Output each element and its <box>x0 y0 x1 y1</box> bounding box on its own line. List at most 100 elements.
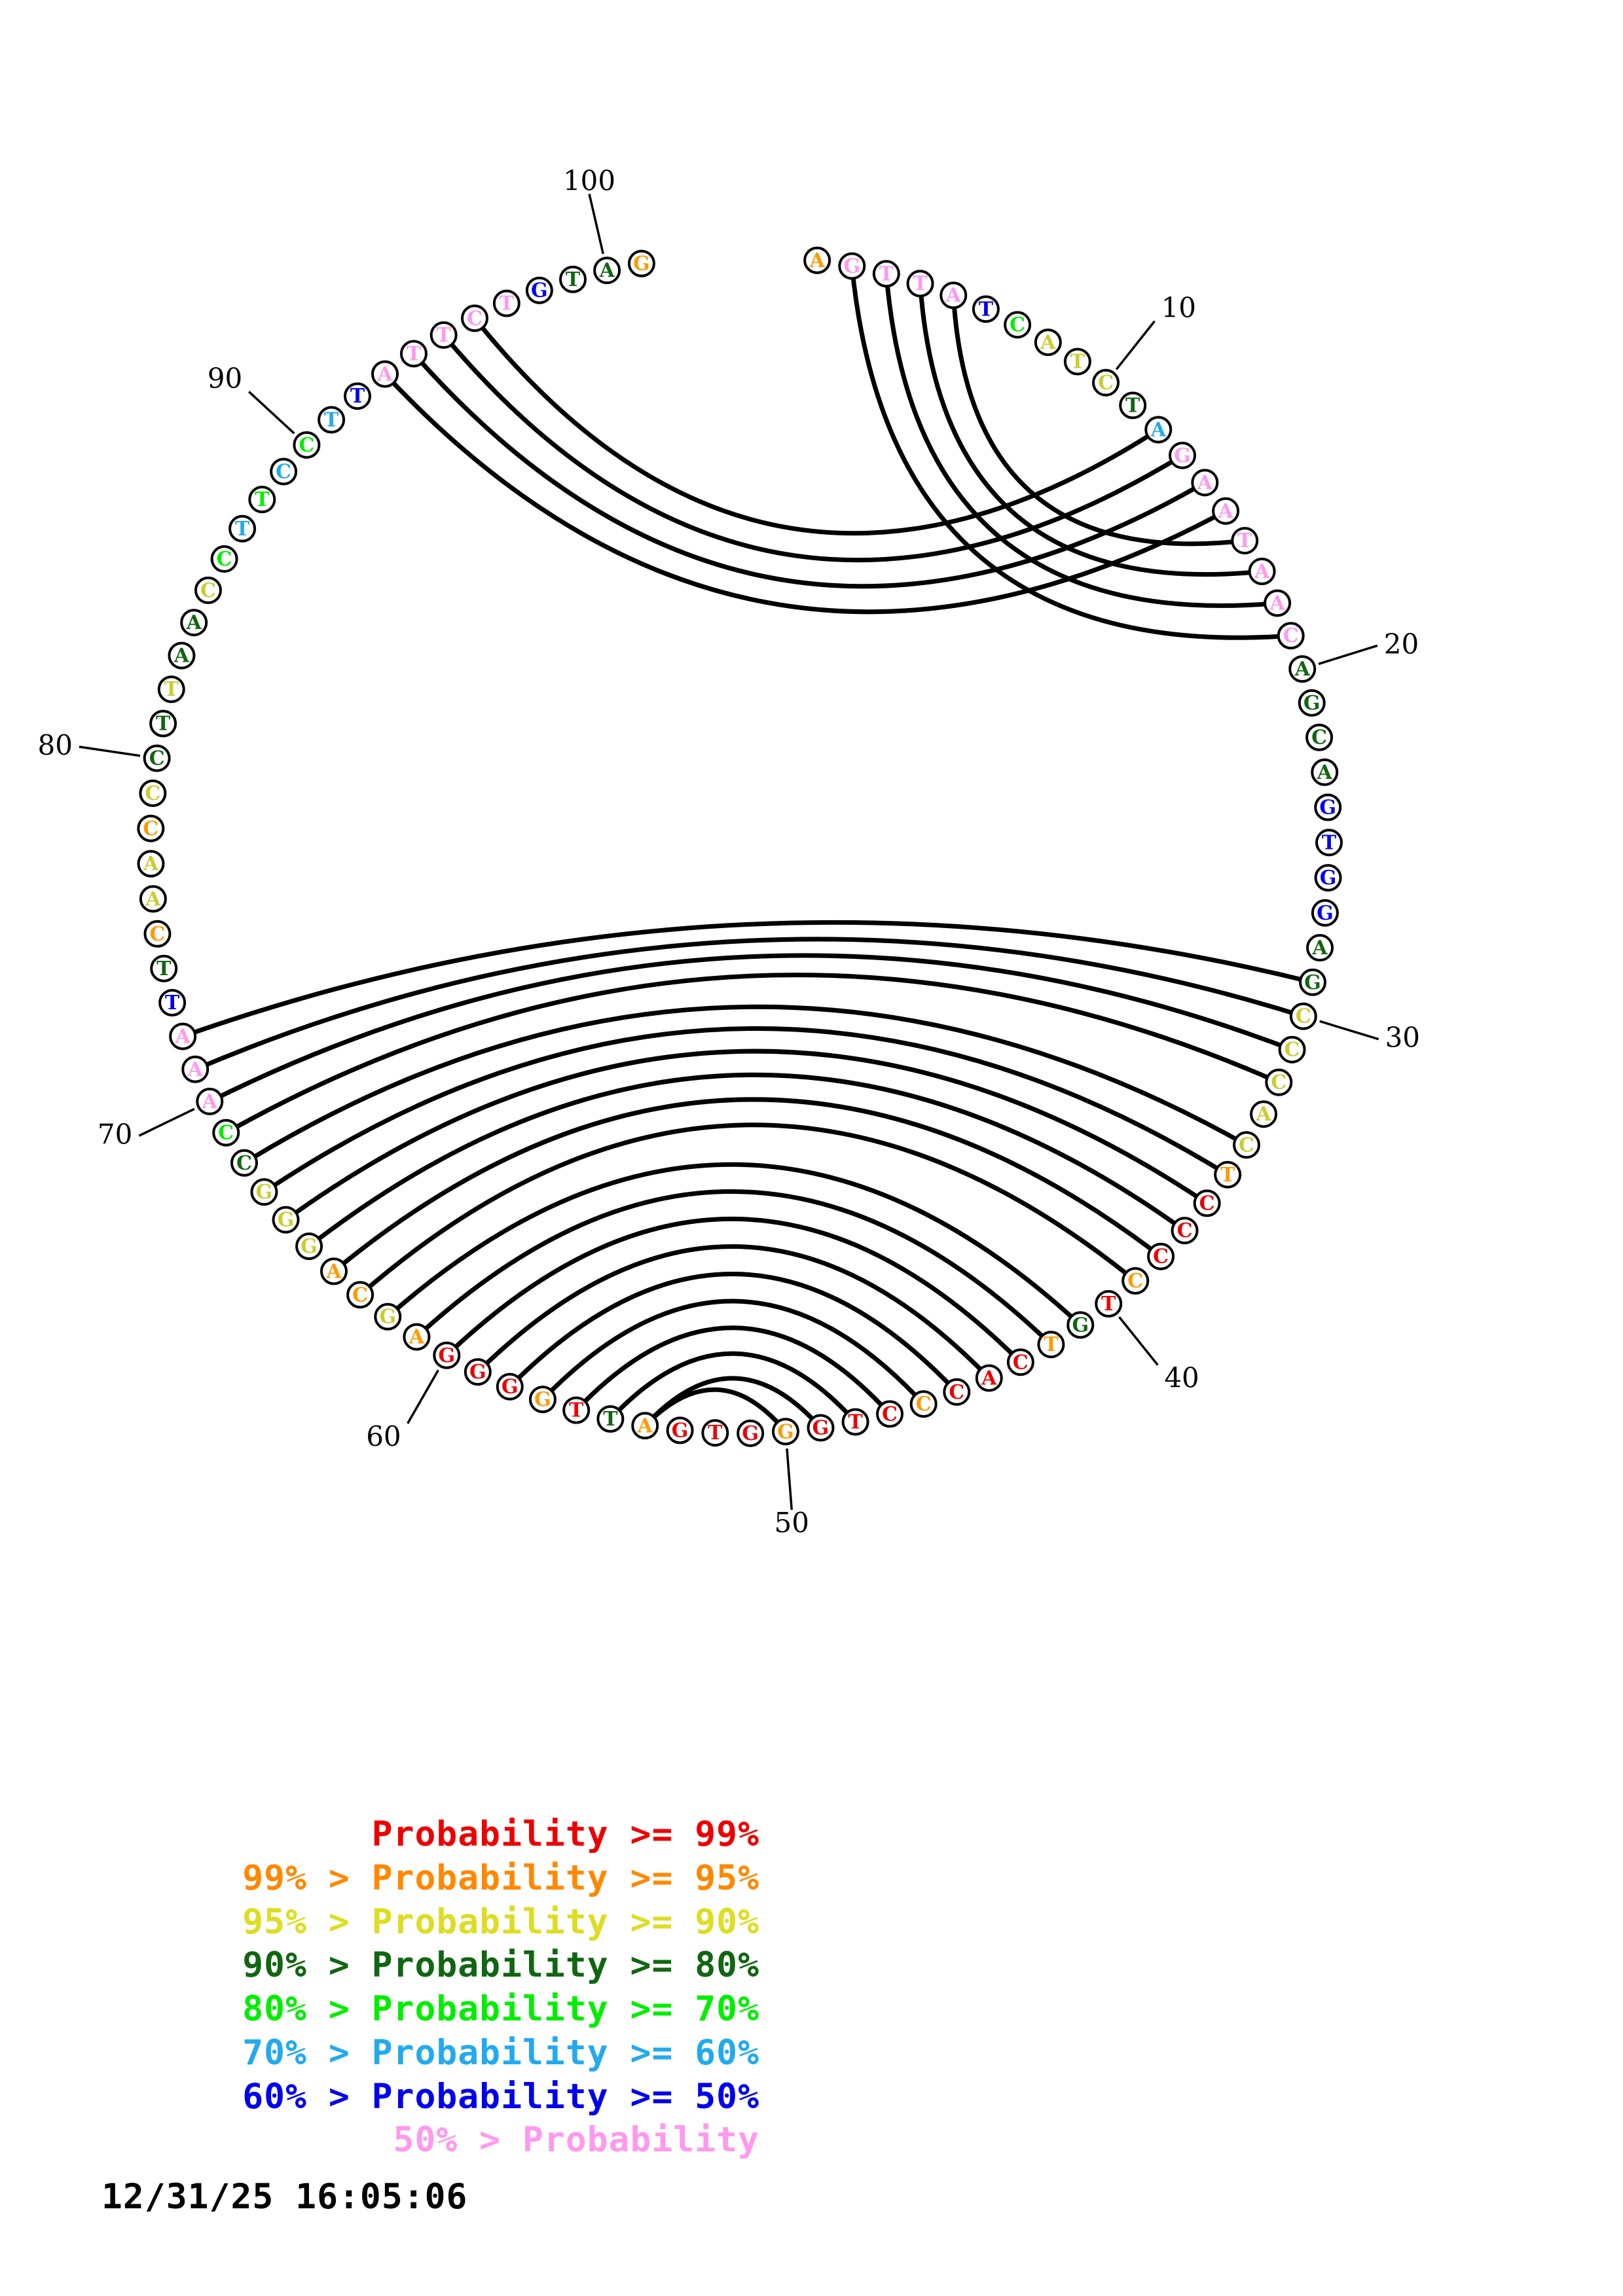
nucleotide-28[interactable]: A <box>1306 934 1334 962</box>
nucleotide-50[interactable]: G <box>771 1418 799 1446</box>
nucleotide-70[interactable]: A <box>196 1087 224 1115</box>
nucleotide-18[interactable]: A <box>1264 589 1292 617</box>
nucleotide-7[interactable]: C <box>1004 311 1032 339</box>
nucleotide-2[interactable]: G <box>838 252 866 280</box>
nucleotide-65[interactable]: G <box>295 1232 323 1261</box>
nucleotide-86[interactable]: C <box>210 545 238 573</box>
nucleotide-45[interactable]: C <box>943 1378 971 1406</box>
nucleotide-22[interactable]: C <box>1305 723 1334 751</box>
nucleotide-73[interactable]: T <box>158 989 187 1017</box>
nucleotide-78[interactable]: C <box>137 814 165 842</box>
nucleotide-76[interactable]: A <box>139 885 167 913</box>
nucleotide-100[interactable]: A <box>593 257 621 285</box>
nucleotide-77[interactable]: A <box>137 850 165 878</box>
nucleotide-33[interactable]: A <box>1250 1100 1278 1128</box>
nucleotide-54[interactable]: A <box>631 1412 659 1440</box>
nucleotide-16[interactable]: T <box>1231 527 1259 555</box>
nucleotide-21[interactable]: G <box>1298 689 1326 717</box>
nucleotide-51[interactable]: G <box>737 1419 765 1447</box>
nucleotide-48[interactable]: T <box>841 1408 869 1436</box>
nucleotide-74[interactable]: T <box>150 954 178 982</box>
nucleotide-62[interactable]: G <box>374 1302 402 1331</box>
nucleotide-29[interactable]: G <box>1298 968 1326 996</box>
nucleotide-4[interactable]: T <box>906 270 934 298</box>
nucleotide-47[interactable]: C <box>876 1400 904 1428</box>
nucleotide-85[interactable]: C <box>194 576 222 604</box>
nucleotide-38[interactable]: C <box>1147 1242 1175 1270</box>
nucleotide-41[interactable]: G <box>1067 1311 1095 1339</box>
nucleotide-67[interactable]: G <box>250 1178 278 1206</box>
nucleotide-34[interactable]: C <box>1232 1131 1260 1159</box>
nucleotide-43[interactable]: C <box>1006 1348 1034 1376</box>
nucleotide-64[interactable]: A <box>319 1257 348 1285</box>
nucleotide-55[interactable]: T <box>596 1405 625 1433</box>
nucleotide-3[interactable]: T <box>872 260 900 288</box>
nucleotide-15[interactable]: A <box>1212 497 1240 525</box>
nucleotide-98[interactable]: G <box>525 276 553 304</box>
nucleotide-53[interactable]: G <box>666 1416 694 1444</box>
nucleotide-63[interactable]: C <box>346 1281 374 1309</box>
nucleotide-13[interactable]: G <box>1168 441 1196 469</box>
nucleotide-80[interactable]: C <box>143 744 171 772</box>
nucleotide-84[interactable]: A <box>180 609 208 637</box>
nucleotide-75[interactable]: C <box>143 920 172 948</box>
nucleotide-60[interactable]: G <box>433 1341 461 1369</box>
nucleotide-8[interactable]: A <box>1034 328 1062 356</box>
nucleotide-59[interactable]: G <box>464 1358 492 1386</box>
nucleotide-42[interactable]: T <box>1037 1331 1065 1359</box>
nucleotide-92[interactable]: T <box>344 382 372 410</box>
nucleotide-57[interactable]: G <box>528 1386 556 1414</box>
nucleotide-32[interactable]: C <box>1265 1068 1293 1096</box>
nucleotide-31[interactable]: C <box>1278 1035 1306 1064</box>
nucleotide-27[interactable]: G <box>1311 899 1339 927</box>
nucleotide-35[interactable]: T <box>1214 1160 1242 1189</box>
nucleotide-14[interactable]: A <box>1191 469 1219 497</box>
nucleotide-94[interactable]: T <box>399 340 428 368</box>
nucleotide-1[interactable]: A <box>803 246 831 274</box>
nucleotide-10[interactable]: C <box>1092 368 1120 397</box>
nucleotide-11[interactable]: T <box>1119 391 1147 420</box>
nucleotide-23[interactable]: A <box>1311 758 1339 786</box>
nucleotide-72[interactable]: A <box>169 1022 197 1050</box>
nucleotide-24[interactable]: G <box>1314 793 1342 821</box>
nucleotide-101[interactable]: G <box>627 249 655 278</box>
nucleotide-66[interactable]: G <box>272 1206 300 1234</box>
nucleotide-93[interactable]: A <box>371 360 399 388</box>
nucleotide-89[interactable]: C <box>270 457 298 486</box>
nucleotide-49[interactable]: G <box>807 1414 835 1442</box>
nucleotide-12[interactable]: A <box>1144 416 1173 444</box>
nucleotide-30[interactable]: C <box>1289 1002 1317 1030</box>
nucleotide-99[interactable]: T <box>559 265 587 293</box>
nucleotide-6[interactable]: T <box>972 295 1000 323</box>
nucleotide-17[interactable]: A <box>1248 558 1276 586</box>
nucleotide-69[interactable]: C <box>212 1119 240 1147</box>
nucleotide-61[interactable]: A <box>403 1323 431 1351</box>
nucleotide-26[interactable]: G <box>1314 864 1342 892</box>
nucleotide-56[interactable]: T <box>562 1396 591 1424</box>
nucleotide-97[interactable]: T <box>492 289 520 317</box>
nucleotide-68[interactable]: C <box>230 1149 258 1177</box>
nucleotide-58[interactable]: G <box>496 1372 524 1401</box>
nucleotide-88[interactable]: T <box>248 486 276 514</box>
nucleotide-87[interactable]: T <box>228 514 257 543</box>
nucleotide-9[interactable]: T <box>1063 348 1091 376</box>
nucleotide-20[interactable]: A <box>1288 655 1317 683</box>
nucleotide-95[interactable]: T <box>429 321 458 349</box>
nucleotide-91[interactable]: T <box>318 406 346 434</box>
nucleotide-71[interactable]: A <box>181 1055 210 1083</box>
nucleotide-52[interactable]: T <box>701 1419 729 1447</box>
nucleotide-19[interactable]: C <box>1277 622 1305 650</box>
nucleotide-5[interactable]: A <box>939 281 968 310</box>
nucleotide-90[interactable]: C <box>293 431 321 459</box>
nucleotide-40[interactable]: T <box>1095 1289 1123 1318</box>
nucleotide-82[interactable]: T <box>157 675 185 704</box>
nucleotide-79[interactable]: C <box>139 780 167 808</box>
nucleotide-81[interactable]: T <box>149 709 177 738</box>
nucleotide-96[interactable]: C <box>461 304 489 332</box>
nucleotide-83[interactable]: A <box>168 641 196 670</box>
nucleotide-46[interactable]: C <box>909 1390 938 1418</box>
nucleotide-39[interactable]: C <box>1122 1267 1150 1295</box>
nucleotide-25[interactable]: T <box>1315 829 1343 857</box>
nucleotide-44[interactable]: A <box>975 1364 1003 1392</box>
nucleotide-36[interactable]: C <box>1193 1189 1221 1217</box>
